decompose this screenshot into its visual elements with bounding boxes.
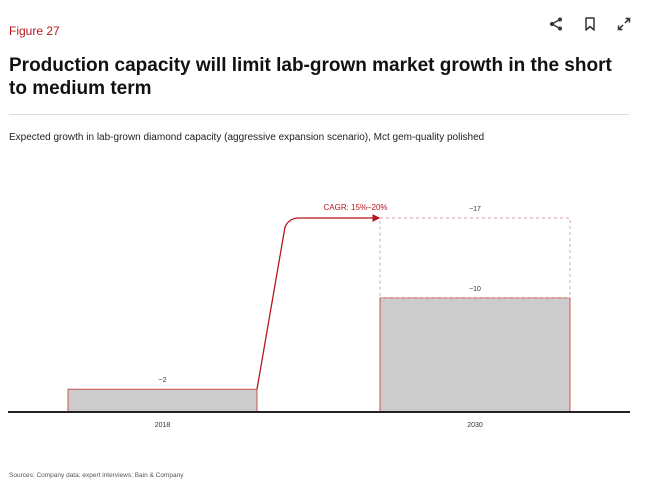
- figure-label: Figure 27: [9, 24, 60, 38]
- sources-note: Sources: Company data; expert interviews…: [9, 472, 184, 479]
- data-label-2018: ~2: [159, 377, 167, 384]
- share-icon[interactable]: [546, 14, 566, 34]
- x-tick-label-2030: 2030: [467, 422, 483, 429]
- chart-subtitle: Expected growth in lab-grown diamond cap…: [9, 132, 485, 143]
- bar-2030: [379, 297, 571, 413]
- bar-dashed-2030: [379, 217, 571, 299]
- toolbar: [546, 14, 634, 34]
- data-label-upper-2030: ~17: [469, 206, 481, 213]
- bar-2018: [67, 388, 258, 413]
- cagr-arrow: [256, 214, 381, 390]
- data-label-2030: ~10: [469, 286, 481, 293]
- bookmark-icon[interactable]: [580, 14, 600, 34]
- cagr-annotation: CAGR: 15%–20%: [323, 203, 387, 212]
- x-tick-label-2018: 2018: [155, 422, 171, 429]
- expand-icon[interactable]: [614, 14, 634, 34]
- divider: [9, 114, 629, 115]
- page-title: Production capacity will limit lab-grown…: [9, 55, 612, 99]
